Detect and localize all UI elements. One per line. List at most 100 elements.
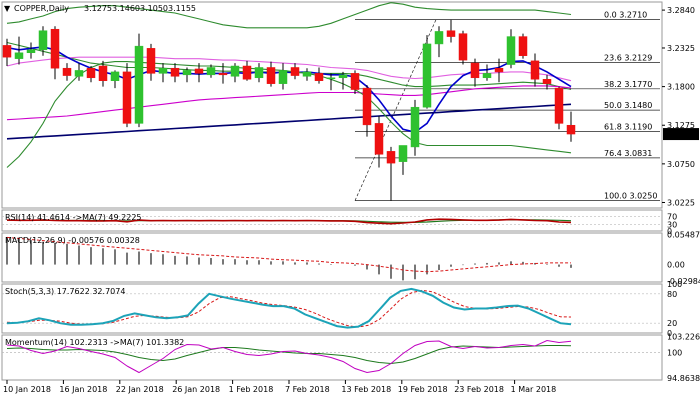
candle-body (110, 71, 120, 81)
candle-body (170, 67, 180, 77)
rsi-axis-tick-label: 0 (667, 227, 672, 236)
candle-body (554, 87, 564, 124)
candle-body (158, 67, 168, 74)
x-axis-tick-label: 16 Jan 2018 (59, 385, 107, 394)
candle-body (434, 31, 444, 45)
moving-average-line (6, 85, 572, 121)
stoch-axis-tick-label: 0 (667, 329, 672, 338)
candle-body (278, 70, 288, 84)
candle-body (230, 65, 240, 77)
candle-body (506, 36, 516, 65)
current-price-label: 3.1155 (666, 130, 694, 139)
x-axis-tick-label: 7 Feb 2018 (285, 385, 330, 394)
x-axis-tick-label: 23 Feb 2018 (454, 385, 504, 394)
candle-body (482, 73, 492, 79)
candle-body (218, 73, 228, 76)
candle-body (398, 145, 408, 162)
fib-level-label: 76.4 3.0831 (604, 149, 652, 158)
candle-body (458, 33, 468, 61)
rsi-label: RSI(14) 41.4614 ->MA(7) 49.2225 (5, 213, 142, 222)
x-axis-tick-label: 13 Feb 2018 (341, 385, 391, 394)
candle-body (494, 67, 504, 73)
x-axis-tick-label: 22 Jan 2018 (116, 385, 164, 394)
candle-body (422, 43, 432, 108)
momentum-axis-tick-label: 94.8638 (667, 374, 700, 383)
candle-body (74, 70, 84, 77)
candle-body (386, 151, 396, 164)
candle-body (134, 45, 144, 124)
candle-body (362, 87, 372, 126)
fib-level-label: 38.2 3.1770 (604, 80, 652, 89)
candle-body (146, 48, 156, 74)
candle-body (410, 106, 420, 148)
candle-body (350, 73, 360, 90)
rsi-axis-tick-label: 30 (667, 221, 677, 230)
x-axis-tick-label: 1 Mar 2018 (511, 385, 557, 394)
candle-body (542, 79, 552, 84)
moving-average-line (6, 2, 572, 29)
macd-axis-tick-label: 0.05487 (667, 231, 700, 240)
y-axis-tick-label: 3.1275 (667, 121, 695, 130)
y-axis-tick-label: 3.2325 (667, 44, 695, 53)
macd-signal-line (6, 236, 571, 273)
stoch-label: Stoch(5,3,3) 17.7622 32.7074 (5, 287, 125, 296)
candle-body (26, 49, 36, 54)
fib-trend-line (354, 19, 437, 201)
momentum-axis-tick-label: 100 (667, 349, 682, 358)
candle-body (122, 71, 132, 124)
y-axis-tick-label: 3.2840 (667, 6, 695, 15)
candle-body (182, 70, 192, 76)
fib-level-label: 0.0 3.2710 (604, 11, 647, 20)
rsi-line (6, 218, 572, 225)
candle-body (530, 60, 540, 80)
stoch-k-line (6, 287, 572, 329)
candle-body (470, 62, 480, 79)
panel-frame-macd (1, 232, 663, 283)
stoch-axis-tick-label: 100 (667, 280, 682, 289)
candle-body (338, 74, 348, 79)
x-axis-tick-label: 19 Feb 2018 (398, 385, 448, 394)
y-axis-tick-label: 3.0750 (667, 160, 695, 169)
candle-body (326, 77, 336, 80)
close-value: 3.1155 (168, 4, 196, 13)
candle-body (254, 67, 264, 79)
candle-body (242, 65, 252, 80)
y-axis-tick-label: 3.0225 (667, 198, 695, 207)
fib-level-label: 23.6 3.2129 (604, 53, 652, 62)
moving-average-line (6, 61, 572, 168)
stoch-axis-tick-label: 20 (667, 319, 677, 328)
symbol-label: COPPER,Daily (14, 4, 69, 13)
candle-body (62, 67, 72, 76)
candle-body (206, 67, 216, 76)
candle-body (14, 52, 24, 59)
candle-body (566, 124, 576, 135)
macd-axis-tick-label: 0.00 (667, 261, 685, 270)
fib-level-label: 50.0 3.1480 (604, 101, 652, 110)
candle-body (374, 123, 384, 155)
fib-level-label: 100.0 3.0250 (604, 192, 657, 201)
macd-axis-tick-label: -0.02984 (667, 277, 700, 286)
candle-body (302, 71, 312, 77)
candle-body (194, 68, 204, 74)
fib-level-label: 61.8 3.1190 (604, 122, 652, 131)
momentum-label: Momentum(14) 102.2313 ->MA(7) 101.3382 (5, 338, 184, 347)
momentum-line (6, 339, 572, 374)
candle-body (2, 45, 12, 58)
candle-body (518, 36, 528, 56)
rsi-axis-tick-label: 70 (667, 212, 677, 221)
macd-label: MACD(12,26,9) -0.00576 0.00328 (5, 236, 140, 245)
x-axis-tick-label: 1 Feb 2018 (229, 385, 274, 394)
y-axis-tick-label: 3.1800 (667, 83, 695, 92)
candle-body (314, 73, 324, 81)
candle-body (38, 30, 48, 51)
high-value: 3.1460 (112, 4, 140, 13)
open-value: 3.1275 (84, 4, 112, 13)
momentum-axis-tick-label: 103.2262 (667, 332, 700, 341)
candle-body (446, 30, 456, 37)
moving-average-line (6, 103, 572, 140)
current-price-box (663, 128, 699, 141)
x-axis-tick-label: 26 Jan 2018 (172, 385, 220, 394)
candle-body (290, 67, 300, 76)
